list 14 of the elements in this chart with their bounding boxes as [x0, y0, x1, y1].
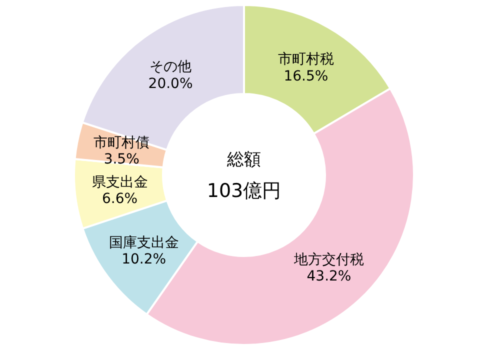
data-label: 3.5%	[104, 152, 140, 168]
slice-label: 市町村税	[278, 52, 334, 68]
slice-label: 国庫支出金	[108, 234, 179, 251]
slice-label: 県支出金	[92, 174, 148, 190]
text: 総額	[226, 150, 261, 170]
slice-label: 地方交付税	[292, 252, 364, 268]
slice-label: その他	[150, 59, 192, 76]
text: 103億円	[206, 180, 282, 202]
slice-label: 市町村債	[94, 134, 150, 151]
data-label: 16.5%	[284, 68, 328, 84]
data-label: 43.2%	[306, 268, 352, 285]
data-label: 6.6%	[102, 191, 138, 208]
data-label: 10.2%	[122, 252, 166, 268]
data-label: 20.0%	[148, 76, 193, 92]
